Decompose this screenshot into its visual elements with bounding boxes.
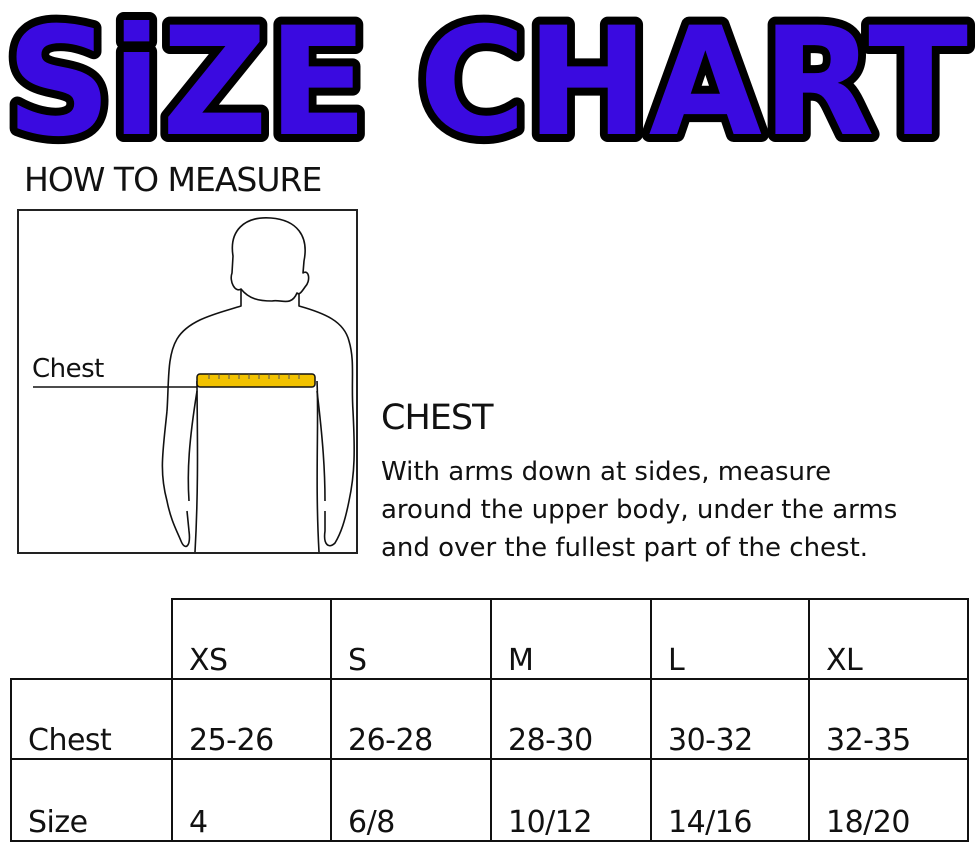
title-text: SiZE CHART xyxy=(6,0,968,150)
row-label-text: Size xyxy=(28,805,88,840)
column-header: L xyxy=(650,598,810,680)
row-label: Chest xyxy=(10,678,173,760)
instruction-line: around the upper body, under the arms xyxy=(381,495,898,525)
column-header-text: XS xyxy=(189,643,228,678)
how-to-measure-heading: HOW TO MEASURE xyxy=(24,160,322,199)
chest-label: Chest xyxy=(32,354,104,384)
instruction-line: With arms down at sides, measure xyxy=(381,457,832,487)
column-header-text: L xyxy=(668,643,685,678)
table-cell: 10/12 xyxy=(490,758,652,842)
measurement-illustration xyxy=(17,209,358,554)
instruction-line: and over the fullest part of the chest. xyxy=(381,533,869,563)
table-cell-text: 18/20 xyxy=(826,805,910,840)
column-header: S xyxy=(330,598,492,680)
table-cell-text: 6/8 xyxy=(348,805,395,840)
column-header: M xyxy=(490,598,652,680)
table-cell: 26-28 xyxy=(330,678,492,760)
table-cell-text: 10/12 xyxy=(508,805,592,840)
table-cell: 32-35 xyxy=(808,678,969,760)
measuring-tape-icon xyxy=(196,373,316,388)
table-cell-text: 14/16 xyxy=(668,805,752,840)
column-header: XL xyxy=(808,598,969,680)
row-label-text: Chest xyxy=(28,723,112,758)
table-cell-text: 32-35 xyxy=(826,723,911,758)
table-cell-text: 28-30 xyxy=(508,723,593,758)
table-cell-text: 26-28 xyxy=(348,723,433,758)
chest-heading: CHEST xyxy=(381,398,493,438)
chest-instructions: With arms down at sides, measure around … xyxy=(381,453,978,567)
row-label: Size xyxy=(10,758,173,842)
size-chart-title: SiZE CHART xyxy=(0,0,976,150)
table-cell: 30-32 xyxy=(650,678,810,760)
table-cell: 18/20 xyxy=(808,758,969,842)
table-cell: 25-26 xyxy=(171,678,332,760)
table-cell-text: 25-26 xyxy=(189,723,274,758)
column-header-text: XL xyxy=(826,643,863,678)
column-header-text: S xyxy=(348,643,367,678)
table-cell: 6/8 xyxy=(330,758,492,842)
table-cell-text: 30-32 xyxy=(668,723,753,758)
table-cell-text: 4 xyxy=(189,805,208,840)
column-header-text: M xyxy=(508,643,534,678)
body-silhouette-icon xyxy=(33,217,355,553)
table-cell: 28-30 xyxy=(490,678,652,760)
column-header: XS xyxy=(171,598,332,680)
table-cell: 14/16 xyxy=(650,758,810,842)
table-cell: 4 xyxy=(171,758,332,842)
